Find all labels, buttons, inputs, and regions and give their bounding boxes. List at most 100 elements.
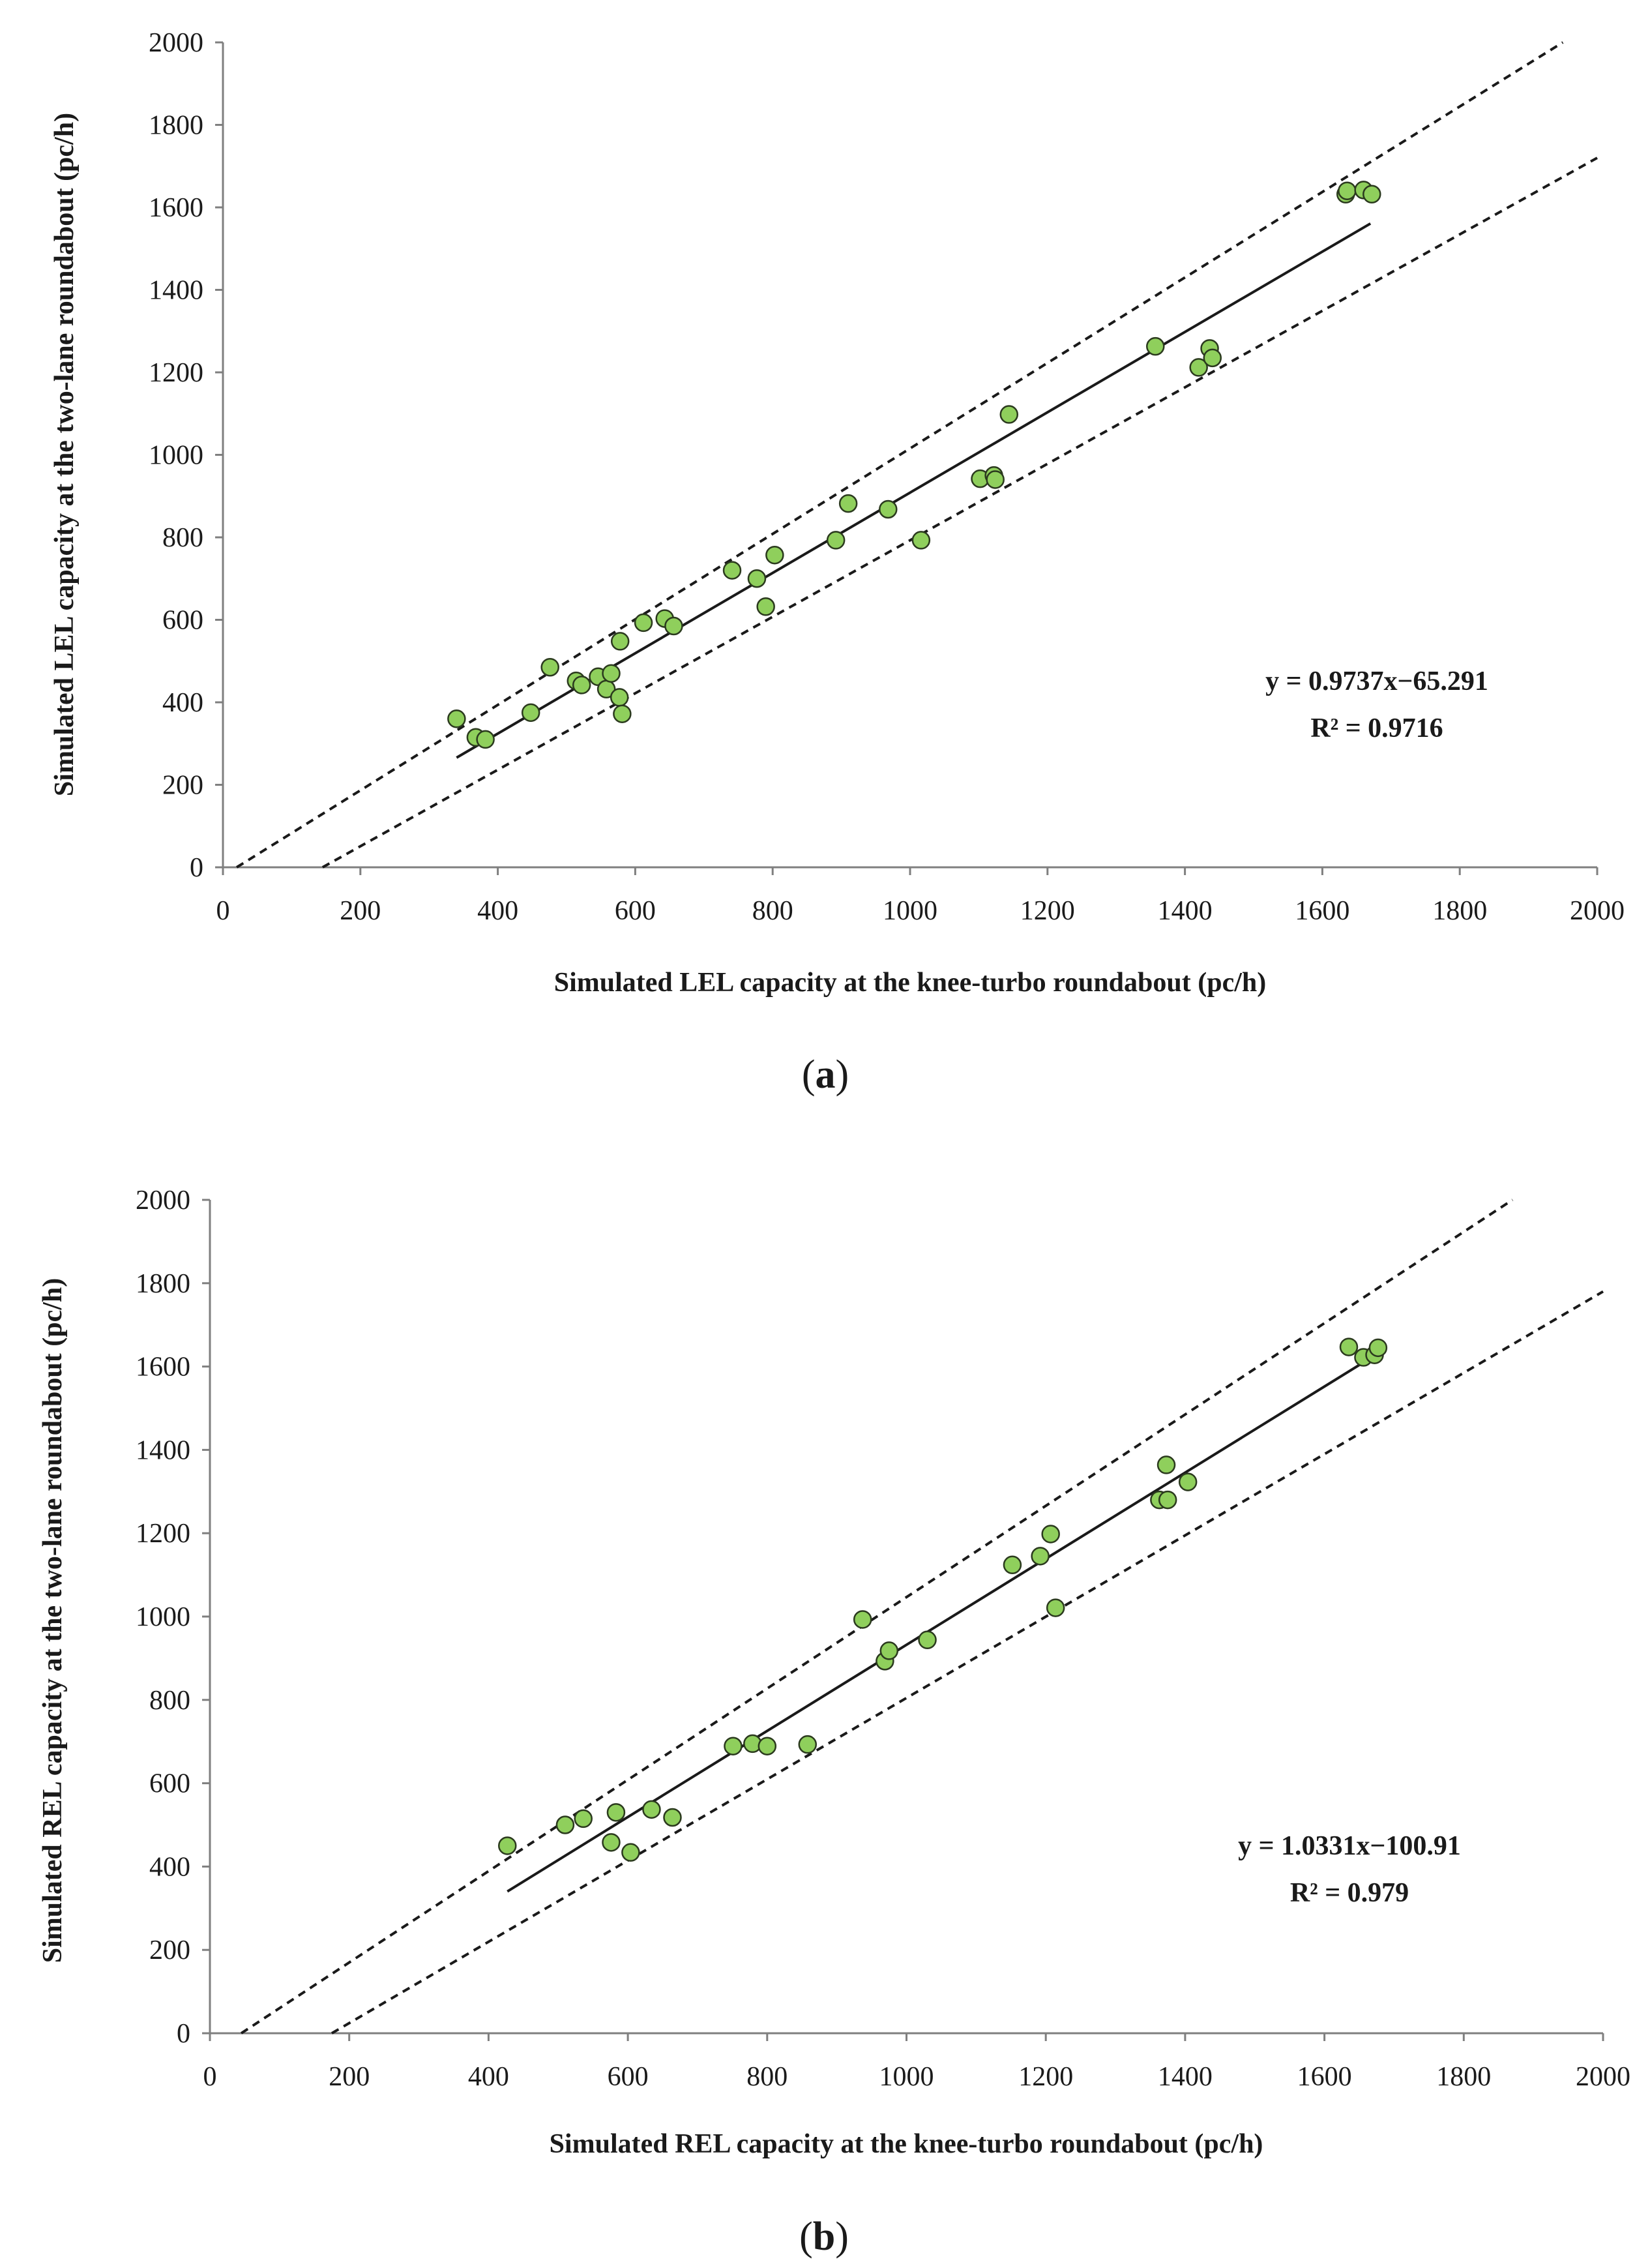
y-tick-label: 1400 xyxy=(149,276,203,306)
data-point xyxy=(918,1630,937,1650)
y-tick-label: 1800 xyxy=(136,1269,190,1299)
data-point xyxy=(447,709,466,728)
x-tick-label: 2000 xyxy=(1570,896,1625,926)
y-tick-label: 0 xyxy=(177,2019,190,2049)
y-tick-label: 400 xyxy=(149,1852,190,1882)
panel-letter: a xyxy=(816,1052,836,1097)
data-point xyxy=(1031,1547,1050,1566)
data-point xyxy=(602,1833,621,1852)
data-point xyxy=(826,531,846,550)
y-tick-label: 800 xyxy=(149,1686,190,1716)
regression-equation: y = 0.9737x−65.291 xyxy=(1265,666,1488,696)
data-point xyxy=(1338,181,1357,200)
y-tick-label: 1000 xyxy=(149,441,203,471)
x-tick-label: 1200 xyxy=(1020,896,1075,926)
data-point xyxy=(879,1641,899,1660)
y-tick-label: 400 xyxy=(162,688,203,718)
data-point xyxy=(1156,1455,1176,1474)
data-point xyxy=(838,494,858,513)
data-point xyxy=(1046,1598,1065,1617)
x-tick-label: 2000 xyxy=(1576,2062,1630,2092)
data-point xyxy=(999,405,1019,424)
data-point xyxy=(756,597,775,616)
x-tick-label: 1800 xyxy=(1436,2062,1491,2092)
data-point xyxy=(476,730,495,749)
upper-bound-line xyxy=(236,41,1564,869)
data-point xyxy=(610,688,629,707)
data-point xyxy=(574,1809,593,1828)
data-point xyxy=(758,1737,777,1755)
data-points xyxy=(447,181,1381,749)
x-tick-label: 600 xyxy=(615,896,656,926)
panel-label: (a) xyxy=(802,1052,849,1097)
upper-bound-line xyxy=(240,1199,1514,2035)
x-tick-label: 400 xyxy=(477,896,518,926)
x-tick-label: 800 xyxy=(752,896,793,926)
data-point xyxy=(555,1815,575,1834)
data-point xyxy=(747,569,767,588)
data-point xyxy=(610,632,630,651)
x-tick-label: 800 xyxy=(746,2062,788,2092)
x-tick-label: 1000 xyxy=(883,896,937,926)
data-point xyxy=(765,545,784,565)
x-axis-title: Simulated REL capacity at the knee-turbo… xyxy=(550,2129,1263,2159)
x-tick-label: 1600 xyxy=(1295,896,1349,926)
data-point xyxy=(606,1803,626,1822)
x-tick-label: 1800 xyxy=(1432,896,1487,926)
data-point xyxy=(613,704,632,723)
data-point xyxy=(853,1610,872,1629)
x-tick-label: 200 xyxy=(340,896,381,926)
x-tick-label: 600 xyxy=(608,2062,649,2092)
y-tick-label: 200 xyxy=(149,1935,190,1965)
data-point xyxy=(1158,1490,1177,1510)
x-tick-label: 400 xyxy=(468,2062,509,2092)
x-axis-ticks: 0 200 400 600 800 1000 1200 1400 1600 1800 2000 xyxy=(216,867,1625,926)
data-point xyxy=(1146,336,1165,356)
y-tick-label: 600 xyxy=(162,606,203,636)
data-point xyxy=(1363,185,1381,204)
x-tick-label: 1400 xyxy=(1158,896,1213,926)
data-point xyxy=(634,613,653,633)
data-points xyxy=(497,1337,1388,1862)
y-tick-label: 800 xyxy=(162,523,203,553)
plot-lines xyxy=(240,1199,1604,2035)
data-point xyxy=(724,1737,743,1755)
data-point xyxy=(540,657,559,677)
data-point xyxy=(1203,348,1222,368)
r-squared-label: R² = 0.979 xyxy=(1290,1878,1409,1908)
x-tick-label: 1200 xyxy=(1018,2062,1073,2092)
y-tick-label: 1600 xyxy=(136,1352,190,1382)
y-tick-label: 600 xyxy=(149,1769,190,1799)
data-point xyxy=(572,676,591,694)
plot-lines xyxy=(236,41,1598,869)
x-tick-label: 0 xyxy=(203,2062,217,2092)
data-point xyxy=(663,1808,682,1827)
y-tick-label: 1200 xyxy=(136,1519,190,1549)
y-axis-title: Simulated REL capacity at the two-lane r… xyxy=(38,1278,68,1963)
y-tick-label: 200 xyxy=(162,771,203,801)
data-point xyxy=(1189,358,1208,377)
y-axis-ticks: 0 200 400 600 800 1000 1200 1400 1600 1800 2000 xyxy=(136,1186,210,2049)
panel-letter: b xyxy=(813,2215,835,2259)
panel-label: (b) xyxy=(799,2215,849,2259)
data-point xyxy=(664,616,683,636)
chart-panel-a: 0 200 400 600 800 1000 1200 1400 1600 1800 2000 0 2… xyxy=(50,28,1625,1097)
data-point xyxy=(1003,1555,1022,1575)
data-point xyxy=(986,470,1005,489)
r-squared-label: R² = 0.9716 xyxy=(1310,713,1443,743)
y-axis-ticks: 0 200 400 600 800 1000 1200 1400 1600 1800 2000 xyxy=(149,28,223,883)
data-point xyxy=(497,1836,517,1855)
data-point xyxy=(1368,1338,1388,1358)
x-tick-label: 1600 xyxy=(1297,2062,1352,2092)
y-tick-label: 1000 xyxy=(136,1602,190,1632)
y-tick-label: 2000 xyxy=(136,1186,190,1216)
regression-equation: y = 1.0331x−100.91 xyxy=(1238,1831,1461,1861)
y-tick-label: 1200 xyxy=(149,358,203,388)
data-point xyxy=(1178,1472,1198,1491)
y-tick-label: 1400 xyxy=(136,1435,190,1465)
y-tick-label: 0 xyxy=(190,853,203,883)
data-point xyxy=(602,664,621,683)
data-point xyxy=(1339,1337,1359,1356)
data-point xyxy=(722,561,742,580)
